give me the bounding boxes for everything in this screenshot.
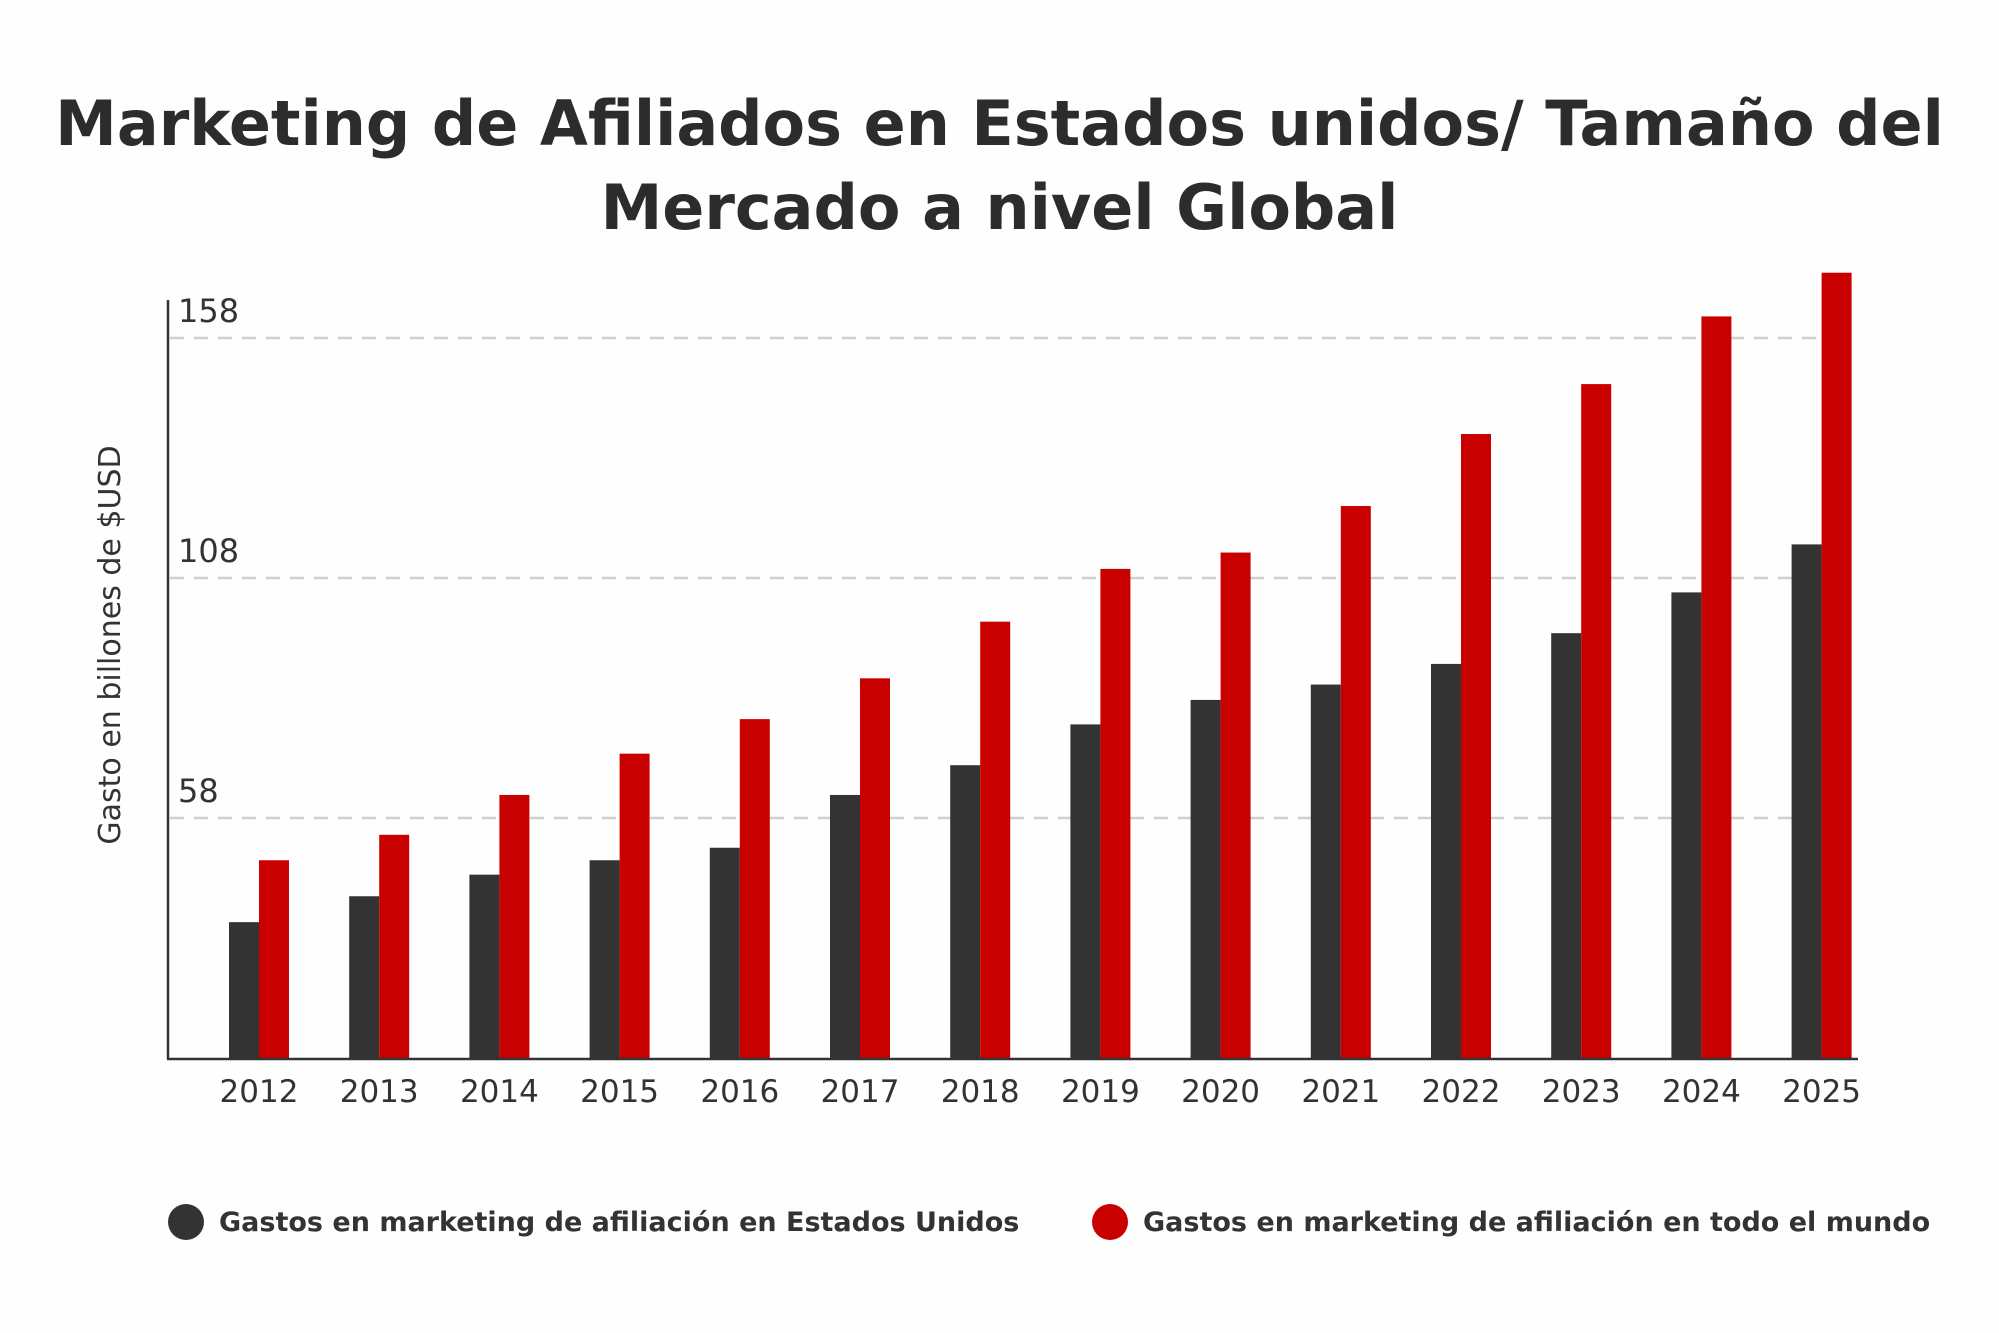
legend-swatch-world — [1092, 1204, 1128, 1240]
x-tick-label: 2012 — [220, 1074, 299, 1110]
legend-item-us: Gastos en marketing de afiliación en Est… — [168, 1204, 1019, 1240]
bar-world — [860, 678, 890, 1058]
bar-us — [1671, 592, 1702, 1058]
y-tick-label: 158 — [178, 292, 239, 330]
bar-us — [1310, 684, 1341, 1058]
bar-world — [1461, 434, 1491, 1058]
bar-world — [1581, 384, 1612, 1059]
y-axis-label: Gasto en billones de $USD — [93, 445, 128, 844]
bar-us — [469, 874, 500, 1058]
bar-us — [1551, 633, 1582, 1058]
bar-world — [980, 621, 1011, 1058]
x-tick-label: 2015 — [580, 1074, 659, 1110]
bar-us — [229, 922, 259, 1058]
bar-us — [1190, 699, 1221, 1058]
legend-swatch-us — [168, 1204, 204, 1240]
bar-world — [739, 719, 770, 1058]
x-tick-label: 2013 — [340, 1074, 419, 1110]
bar-world — [619, 753, 650, 1058]
x-tick-label: 2014 — [460, 1074, 539, 1110]
legend-label-world: Gastos en marketing de afiliación en tod… — [1143, 1206, 1931, 1238]
x-tick-label: 2023 — [1542, 1074, 1621, 1110]
chart-title: Marketing de Afiliados en Estados unidos… — [55, 87, 1944, 244]
legend-label-us: Gastos en marketing de afiliación en Est… — [219, 1206, 1020, 1238]
bar-us — [1791, 544, 1822, 1058]
bar-world — [379, 834, 410, 1058]
x-tick-label: 2022 — [1422, 1074, 1501, 1110]
bar-world — [1220, 552, 1251, 1058]
bar-world — [1821, 272, 1852, 1059]
x-tick-label: 2019 — [1061, 1074, 1140, 1110]
bar-world — [1100, 568, 1131, 1058]
x-tick-label: 2024 — [1662, 1074, 1741, 1110]
bar-us — [950, 765, 981, 1058]
y-tick-label: 108 — [178, 532, 239, 570]
bar-world — [499, 794, 530, 1058]
x-tick-label: 2016 — [700, 1074, 779, 1110]
y-tick-label: 58 — [178, 772, 219, 810]
bar-us — [830, 794, 860, 1058]
bar-world — [1340, 506, 1371, 1058]
bar-us — [1070, 724, 1101, 1058]
x-tick-label: 2025 — [1782, 1074, 1861, 1110]
x-tick-label: 2021 — [1301, 1074, 1380, 1110]
bar-us — [709, 847, 740, 1058]
bar-world — [1701, 316, 1732, 1058]
bar-us — [589, 860, 620, 1058]
bar-us — [349, 896, 380, 1058]
x-tick-label: 2020 — [1181, 1074, 1260, 1110]
x-tick-label: 2017 — [821, 1074, 900, 1110]
bar-world — [259, 860, 289, 1058]
legend-item-world: Gastos en marketing de afiliación en tod… — [1092, 1204, 1930, 1240]
x-tick-label: 2018 — [941, 1074, 1020, 1110]
bar-us — [1431, 663, 1461, 1058]
